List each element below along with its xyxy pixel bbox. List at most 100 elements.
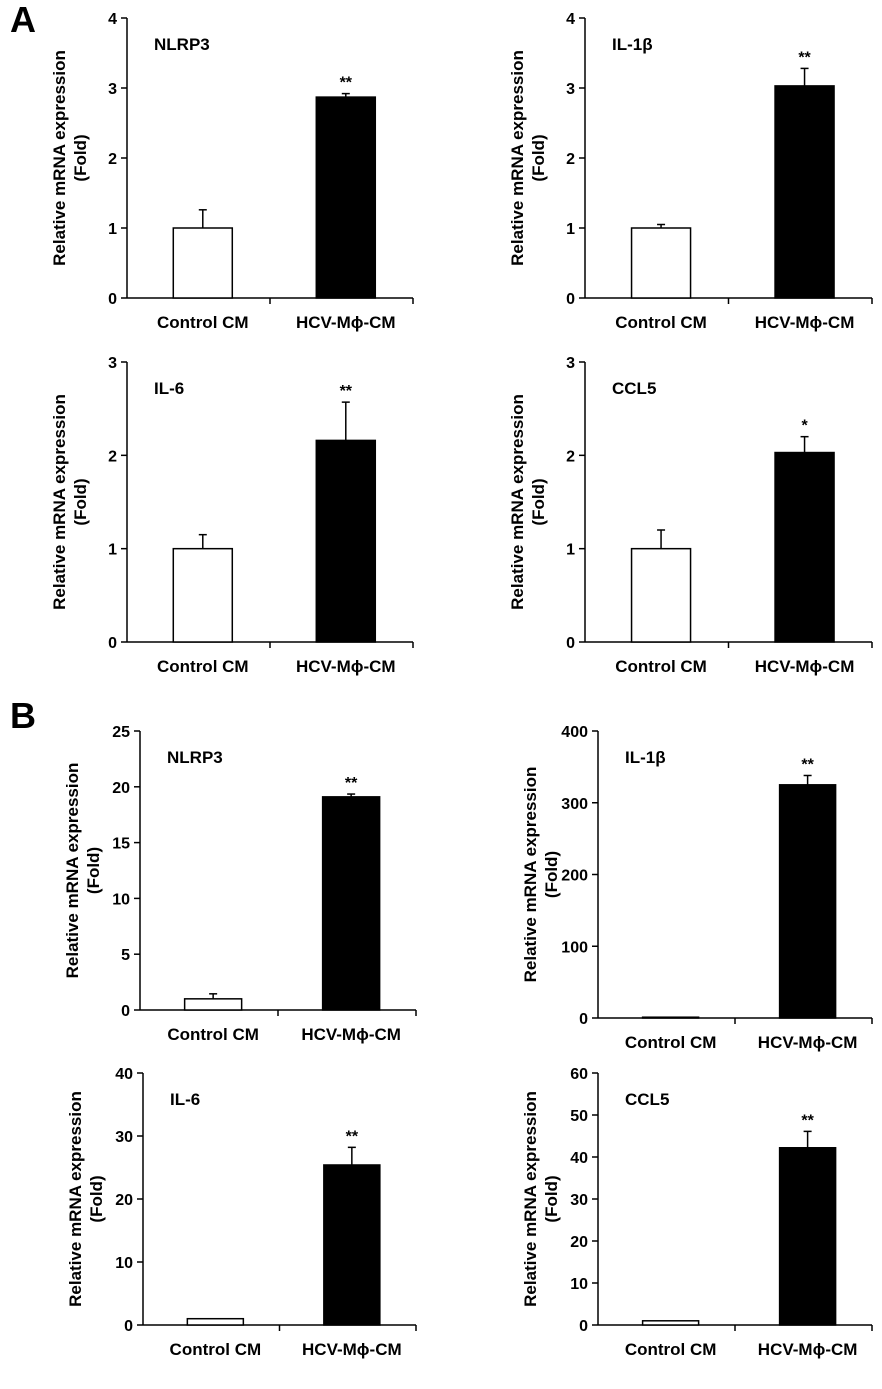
y-tick-label: 1 [108,542,117,559]
y-tick-label: 0 [108,291,117,308]
y-tick-label: 0 [566,635,575,652]
bar-hcv-cm [321,796,381,1011]
chart-title: CCL5 [625,1090,669,1109]
chart-7: 0 10 20 30 40 Control CM ** HCV-Mϕ-CM IL-6 Relati… [66,1066,417,1359]
x-tick-label: HCV-Mϕ-CM [758,1340,858,1359]
chart-title: IL-6 [170,1090,200,1109]
y-tick-label: 10 [570,1276,588,1293]
chart-title: IL-6 [154,379,184,398]
x-tick-label: Control CM [615,657,707,676]
x-tick-label: Control CM [157,313,249,332]
panel-label-a: A [10,0,36,40]
y-axis-label: Relative mRNA expression (Fold) [50,50,90,266]
bar-hcv-cm [315,96,377,299]
significance-marker: ** [346,1128,359,1145]
bar-control-cm [641,1016,700,1019]
y-tick-label: 5 [121,947,130,964]
bar-control-cm [630,227,692,299]
y-tick-label: 3 [108,81,117,98]
chart-2: 0 1 2 3 4 Control CM ** HCV-Mϕ-CM IL-1β Relative … [508,11,873,332]
y-tick-label: 50 [570,1108,588,1125]
x-tick-label: Control CM [625,1033,717,1052]
y-tick-label: 30 [115,1129,133,1146]
x-tick-label: HCV-Mϕ-CM [296,313,396,332]
y-tick-label: 1 [108,221,117,238]
bar-hcv-cm [778,1147,837,1326]
chart-4: 0 1 2 3 Control CM * HCV-Mϕ-CM CCL5 Relative mRN… [508,355,873,676]
y-axis-label: Relative mRNA expression (Fold) [521,767,561,983]
bar-hcv-cm [323,1164,381,1326]
bar-control-cm [630,547,692,643]
y-tick-label: 200 [561,868,588,885]
y-axis-label: Relative mRNA expression (Fold) [50,394,90,610]
y-tick-label: 3 [566,81,575,98]
y-tick-label: 400 [561,724,588,741]
y-axis-label: Relative mRNA expression (Fold) [508,394,548,610]
x-tick-label: HCV-Mϕ-CM [755,313,855,332]
y-tick-label: 20 [570,1234,588,1251]
y-axis-label: Relative mRNA expression (Fold) [63,763,103,979]
y-tick-label: 0 [108,635,117,652]
chart-5: 0 5 10 15 20 25 Control CM ** HCV-Mϕ-CM NLRP3 Rela… [63,724,417,1044]
x-tick-label: Control CM [167,1025,259,1044]
chart-3: 0 1 2 3 Control CM ** HCV-Mϕ-CM IL-6 Relative mR… [50,355,414,676]
chart-title: NLRP3 [167,748,223,767]
panel-label-b: B [10,695,36,736]
y-tick-label: 10 [112,891,130,908]
y-tick-label: 20 [115,1192,133,1209]
x-tick-label: HCV-Mϕ-CM [296,657,396,676]
bar-hcv-cm [774,85,835,299]
x-tick-label: HCV-Mϕ-CM [758,1033,858,1052]
significance-marker: ** [345,775,358,792]
bar-control-cm [186,1317,245,1326]
y-tick-label: 3 [108,355,117,372]
x-tick-label: HCV-Mϕ-CM [301,1025,401,1044]
y-tick-label: 0 [124,1318,133,1335]
bar-hcv-cm [774,451,835,643]
significance-marker: ** [798,49,811,66]
y-tick-label: 2 [566,151,575,168]
bar-control-cm [641,1320,700,1326]
chart-8: 0 10 20 30 40 50 60 Control CM ** HCV-Mϕ-CM CCL5 Re… [521,1066,873,1359]
chart-title: NLRP3 [154,35,210,54]
significance-marker: ** [801,756,814,773]
y-tick-label: 40 [570,1150,588,1167]
chart-title: IL-1β [612,35,653,54]
y-tick-label: 10 [115,1255,133,1272]
y-tick-label: 3 [566,355,575,372]
bar-control-cm [183,998,243,1011]
y-tick-label: 1 [566,221,575,238]
significance-marker: ** [801,1112,814,1129]
chart-title: IL-1β [625,748,666,767]
y-tick-label: 0 [579,1011,588,1028]
chart-6: 0 100 200 300 400 Control CM ** HCV-Mϕ-CM IL-1β R… [521,724,873,1052]
significance-marker: * [801,418,808,435]
y-tick-label: 15 [112,836,130,853]
y-tick-label: 4 [566,11,575,28]
bar-control-cm [172,227,234,299]
y-tick-label: 40 [115,1066,133,1083]
x-tick-label: Control CM [625,1340,717,1359]
x-tick-label: HCV-Mϕ-CM [755,657,855,676]
y-tick-label: 20 [112,780,130,797]
y-tick-label: 0 [566,291,575,308]
x-tick-label: Control CM [615,313,707,332]
chart-1: 0 1 2 3 4 Control CM ** HCV-Mϕ-CM NLRP3 Relative … [50,11,414,332]
bar-control-cm [172,547,234,643]
y-tick-label: 2 [108,448,117,465]
y-axis-label: Relative mRNA expression (Fold) [521,1091,561,1307]
y-tick-label: 4 [108,11,117,28]
bar-hcv-cm [778,784,837,1019]
chart-title: CCL5 [612,379,656,398]
bar-hcv-cm [315,439,377,643]
x-tick-label: Control CM [157,657,249,676]
y-tick-label: 30 [570,1192,588,1209]
y-tick-label: 100 [561,939,588,956]
y-tick-label: 0 [579,1318,588,1335]
x-tick-label: HCV-Mϕ-CM [302,1340,402,1359]
significance-marker: ** [340,75,353,92]
y-tick-label: 1 [566,542,575,559]
y-axis-label: Relative mRNA expression (Fold) [508,50,548,266]
x-tick-label: Control CM [170,1340,262,1359]
